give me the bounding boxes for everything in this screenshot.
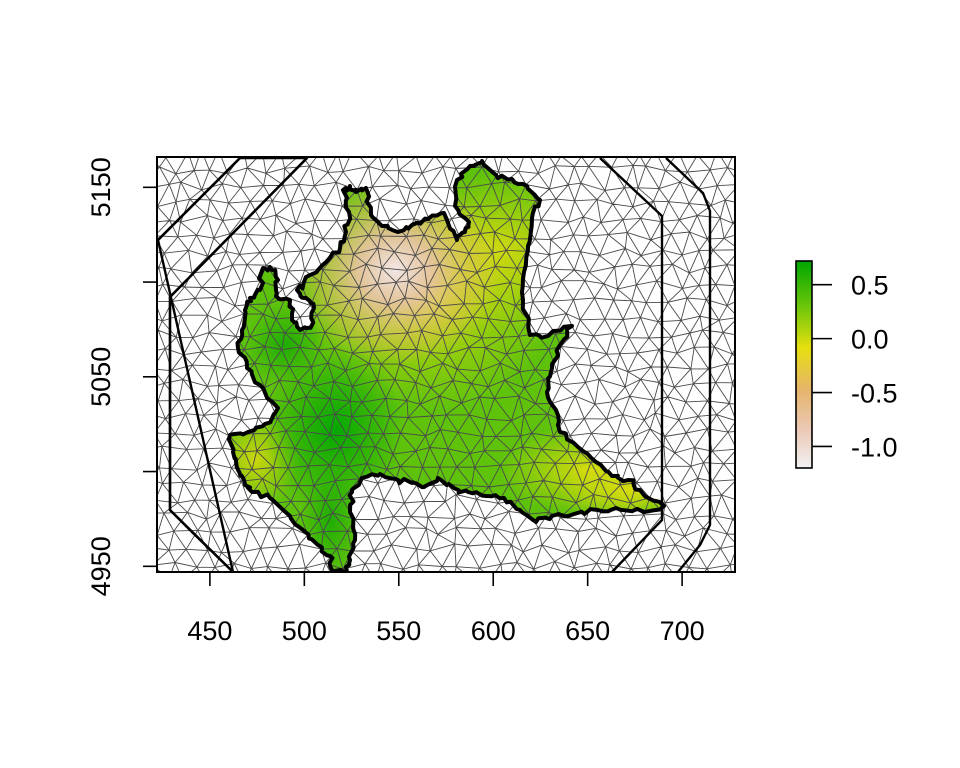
plot-frame xyxy=(156,156,736,573)
legend-tick-label: 0.5 xyxy=(851,271,889,301)
x-tick-label: 650 xyxy=(565,616,610,646)
y-axis: 4950 5050 5150 xyxy=(86,157,157,596)
triangulation-mesh xyxy=(157,157,735,572)
color-legend: 0.5 0.0 -0.5 -1.0 xyxy=(795,260,898,469)
legend-tick-label: -1.0 xyxy=(851,432,898,462)
x-tick-label: 600 xyxy=(471,616,516,646)
mesh-edges xyxy=(157,157,735,572)
outer-mesh-boundary-far-right xyxy=(665,157,712,572)
outer-mesh-boundary-corner xyxy=(157,157,241,241)
x-axis: 450 500 550 600 650 700 xyxy=(187,572,705,646)
outer-mesh-boundary-left xyxy=(168,157,308,572)
x-tick-label: 500 xyxy=(282,616,327,646)
y-tick-label: 5050 xyxy=(86,347,116,407)
region-outline xyxy=(227,159,666,572)
x-tick-label: 550 xyxy=(376,616,421,646)
map-plot-area xyxy=(157,157,735,572)
outer-mesh-boundary-right xyxy=(599,157,664,572)
y-tick-label: 5150 xyxy=(86,157,116,217)
legend-ticks: 0.5 0.0 -0.5 -1.0 xyxy=(812,271,898,462)
legend-colorbar xyxy=(795,260,813,469)
legend-tick-label: -0.5 xyxy=(851,379,898,409)
legend-tick-label: 0.0 xyxy=(851,325,889,355)
y-tick-label: 4950 xyxy=(86,536,116,596)
x-tick-label: 450 xyxy=(187,616,232,646)
x-tick-label: 700 xyxy=(660,616,705,646)
